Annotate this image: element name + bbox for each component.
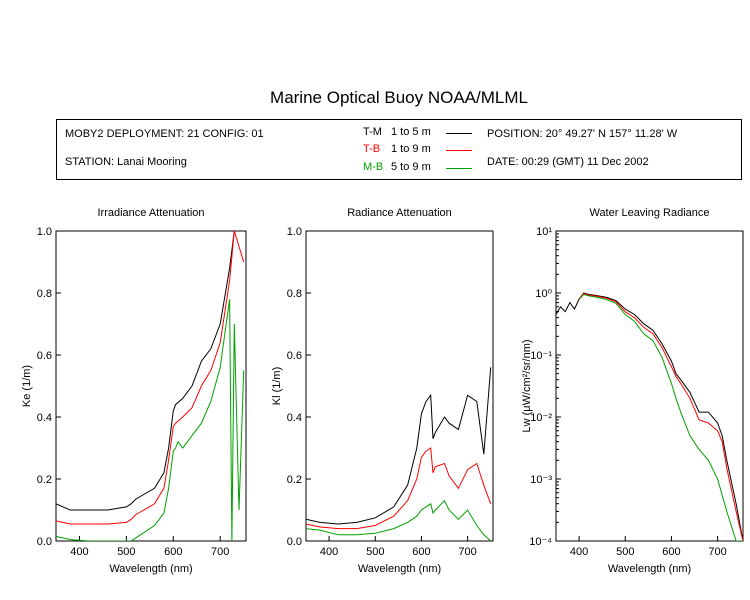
plot-frame <box>305 230 494 542</box>
y-tick-label: 0.4 <box>37 412 52 424</box>
legend-line-mb <box>446 168 472 169</box>
date-text: DATE: 00:29 (GMT) 11 Dec 2002 <box>487 156 649 168</box>
y-tick-label: 0.8 <box>37 288 52 300</box>
series-line-t-b <box>306 447 492 530</box>
y-axis-label: Kl (1/m) <box>271 367 283 406</box>
legend-code-tb: T-B <box>363 143 381 155</box>
x-tick-label: 700 <box>708 546 726 558</box>
y-tick-label: 10⁻² <box>530 412 552 424</box>
x-tick-label: 600 <box>412 546 430 558</box>
y-axis-label: Ke (1/m) <box>21 365 33 407</box>
chart-2: 400 500 600 700 0.0 0.2 0.4 0.6 0.8 1.0 Radiance A… <box>271 207 494 575</box>
x-tick-label: 700 <box>211 546 229 558</box>
x-tick-label: 400 <box>70 546 88 558</box>
y-tick-label: 0.8 <box>287 288 302 300</box>
y-tick-label: 1.0 <box>287 226 302 238</box>
x-tick-label: 600 <box>662 546 680 558</box>
chart-title: Irradiance Attenuation <box>97 207 204 219</box>
y-tick-label: 0.0 <box>287 536 302 548</box>
legend-code-mb: M-B <box>363 161 384 173</box>
x-axis-label: Wavelength (nm) <box>109 563 192 575</box>
x-tick-label: 600 <box>164 546 182 558</box>
series-line-t-m <box>56 231 235 511</box>
legend-line-tm <box>446 133 472 134</box>
station-text: STATION: Lanai Mooring <box>65 156 187 168</box>
y-tick-label: 0.4 <box>287 412 302 424</box>
series-line-m-b <box>56 299 245 541</box>
info-box: MOBY2 DEPLOYMENT: 21 CONFIG: 01 STATION:… <box>56 119 742 180</box>
series-line-t-b <box>56 231 245 525</box>
y-tick-label: 10⁰ <box>535 288 552 300</box>
x-tick-label: 400 <box>320 546 338 558</box>
x-tick-label: 500 <box>616 546 634 558</box>
chart-1: 400 500 600 700 0.0 0.2 0.4 0.6 0.8 1.0 Irradiance… <box>21 207 247 575</box>
y-axis-label: Lw (μW/cm²/sr/nm) <box>521 339 533 432</box>
x-axis-label: Wavelength (nm) <box>608 563 691 575</box>
legend-code-tm: T-M <box>363 126 382 138</box>
x-tick-label: 400 <box>570 546 588 558</box>
y-tick-label: 10⁻⁴ <box>529 536 552 548</box>
legend-range-mb: 5 to 9 m <box>391 161 431 173</box>
x-tick-label: 500 <box>117 546 135 558</box>
chart-3: 400 500 600 700 10⁻⁴ 10⁻³ 10⁻² 10⁻¹ 10⁰ 10¹ Water … <box>521 207 744 575</box>
legend-line-tb <box>446 150 472 151</box>
chart-title: Marine Optical Buoy NOAA/MLML <box>270 88 528 107</box>
y-tick-label: 0.6 <box>287 350 302 362</box>
series-line-t-m <box>306 367 492 525</box>
x-tick-label: 700 <box>458 546 476 558</box>
series-line-t-m <box>556 292 743 541</box>
x-tick-label: 500 <box>366 546 384 558</box>
series-line-m-b <box>578 293 743 541</box>
x-axis-label: Wavelength (nm) <box>358 563 441 575</box>
y-tick-label: 0.2 <box>287 474 302 486</box>
series-line-m-b <box>306 499 492 541</box>
series-line-t-b <box>578 292 743 541</box>
y-tick-label: 10¹ <box>536 226 552 238</box>
y-tick-label: 10⁻³ <box>530 474 552 486</box>
deployment-text: MOBY2 DEPLOYMENT: 21 CONFIG: 01 <box>65 128 264 140</box>
y-tick-label: 0.2 <box>37 474 52 486</box>
legend-range-tm: 1 to 5 m <box>391 126 431 138</box>
chart-title: Water Leaving Radiance <box>589 207 709 219</box>
y-tick-label: 0.6 <box>37 350 52 362</box>
legend-range-tb: 1 to 9 m <box>391 143 431 155</box>
position-text: POSITION: 20° 49.27' N 157° 11.28' W <box>487 128 678 140</box>
y-tick-label: 1.0 <box>37 226 52 238</box>
y-tick-label: 10⁻¹ <box>530 350 552 362</box>
plot-frame <box>55 230 247 542</box>
y-tick-label: 0.0 <box>37 536 52 548</box>
chart-title: Radiance Attenuation <box>347 207 452 219</box>
plot-frame <box>555 230 744 542</box>
